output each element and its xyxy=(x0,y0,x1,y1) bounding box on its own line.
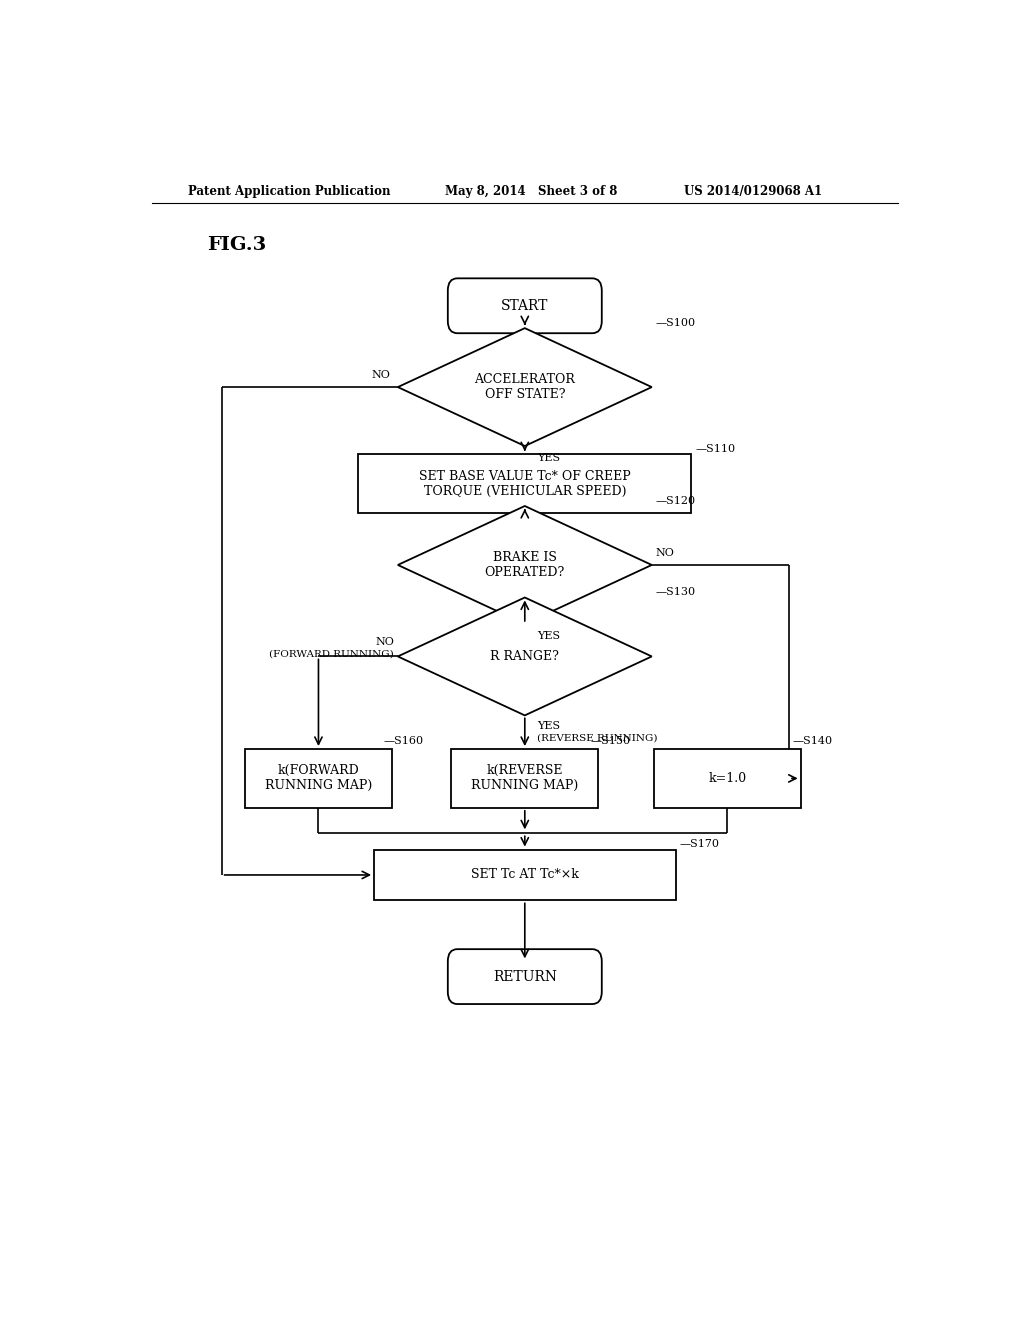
Text: —S140: —S140 xyxy=(793,735,833,746)
Text: —S150: —S150 xyxy=(590,735,631,746)
Text: —S100: —S100 xyxy=(655,318,696,329)
Polygon shape xyxy=(397,598,652,715)
Text: YES: YES xyxy=(537,721,560,730)
Text: NO: NO xyxy=(371,370,390,380)
Text: START: START xyxy=(501,298,549,313)
Text: SET Tc AT Tc*×k: SET Tc AT Tc*×k xyxy=(471,869,579,882)
Text: US 2014/0129068 A1: US 2014/0129068 A1 xyxy=(684,185,821,198)
FancyBboxPatch shape xyxy=(653,748,801,808)
Text: R RANGE?: R RANGE? xyxy=(490,649,559,663)
Text: YES: YES xyxy=(537,631,560,642)
FancyBboxPatch shape xyxy=(452,748,598,808)
Polygon shape xyxy=(397,329,652,446)
FancyBboxPatch shape xyxy=(358,454,691,513)
Text: BRAKE IS
OPERATED?: BRAKE IS OPERATED? xyxy=(484,550,565,579)
Text: FIG.3: FIG.3 xyxy=(207,236,266,253)
FancyBboxPatch shape xyxy=(245,748,392,808)
Text: May 8, 2014   Sheet 3 of 8: May 8, 2014 Sheet 3 of 8 xyxy=(445,185,617,198)
Text: k=1.0: k=1.0 xyxy=(709,772,746,785)
Text: Patent Application Publication: Patent Application Publication xyxy=(187,185,390,198)
Text: ACCELERATOR
OFF STATE?: ACCELERATOR OFF STATE? xyxy=(474,374,575,401)
Text: RETURN: RETURN xyxy=(493,970,557,983)
Text: (REVERSE RUNNING): (REVERSE RUNNING) xyxy=(537,733,657,742)
Text: k(REVERSE
RUNNING MAP): k(REVERSE RUNNING MAP) xyxy=(471,764,579,792)
Text: —S170: —S170 xyxy=(680,840,720,850)
Text: NO: NO xyxy=(375,638,394,647)
Text: YES: YES xyxy=(537,453,560,463)
Text: SET BASE VALUE Tc* OF CREEP
TORQUE (VEHICULAR SPEED): SET BASE VALUE Tc* OF CREEP TORQUE (VEHI… xyxy=(419,470,631,498)
Text: —S130: —S130 xyxy=(655,587,696,598)
FancyBboxPatch shape xyxy=(447,279,602,333)
Text: k(FORWARD
RUNNING MAP): k(FORWARD RUNNING MAP) xyxy=(265,764,372,792)
Text: —S120: —S120 xyxy=(655,496,696,506)
Text: —S110: —S110 xyxy=(695,444,735,454)
FancyBboxPatch shape xyxy=(447,949,602,1005)
Polygon shape xyxy=(397,506,652,624)
Text: —S160: —S160 xyxy=(384,735,424,746)
Text: (FORWARD RUNNING): (FORWARD RUNNING) xyxy=(269,649,394,659)
FancyBboxPatch shape xyxy=(374,850,676,900)
Text: NO: NO xyxy=(655,548,675,558)
